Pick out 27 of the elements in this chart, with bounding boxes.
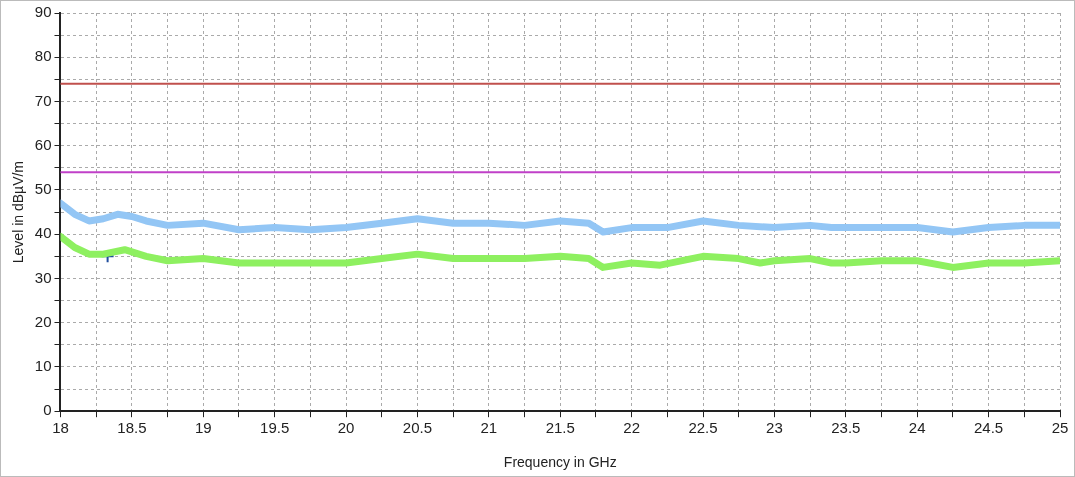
x-tick-label: 18.5 [117, 419, 147, 437]
y-tick-label: 70 [34, 91, 52, 109]
x-tick-label: 22.5 [688, 419, 718, 437]
y-tick-label: 10 [34, 357, 52, 375]
y-tick-label: 90 [34, 3, 52, 21]
x-tick-label: 23 [766, 419, 783, 437]
x-tick-label: 20 [337, 419, 355, 437]
y-tick-label: 40 [34, 224, 52, 242]
x-tick-label: 23.5 [831, 419, 861, 437]
x-tick-label: 18 [52, 419, 69, 437]
y-axis-title: Level in dBµV/m [10, 160, 27, 264]
y-tick-label: 30 [34, 268, 52, 286]
y-tick-label: 80 [34, 47, 52, 65]
x-tick-label: 19 [194, 419, 212, 437]
x-tick-label: 19.5 [260, 419, 290, 437]
x-tick-label: 21 [480, 419, 498, 437]
x-tick-label: 24.5 [974, 419, 1004, 437]
x-tick-label: 21.5 [545, 419, 575, 437]
x-axis-title: Frequency in GHz [503, 454, 617, 471]
y-tick-label: 20 [34, 312, 52, 330]
y-tick-label: 0 [43, 401, 52, 419]
x-tick-label: 25 [1051, 419, 1069, 437]
x-tick-label: 24 [908, 419, 926, 437]
x-tick-label: 20.5 [402, 419, 433, 437]
x-tick-label: 22 [623, 419, 640, 437]
y-tick-label: 50 [34, 180, 52, 198]
y-tick-label: 60 [34, 135, 52, 153]
